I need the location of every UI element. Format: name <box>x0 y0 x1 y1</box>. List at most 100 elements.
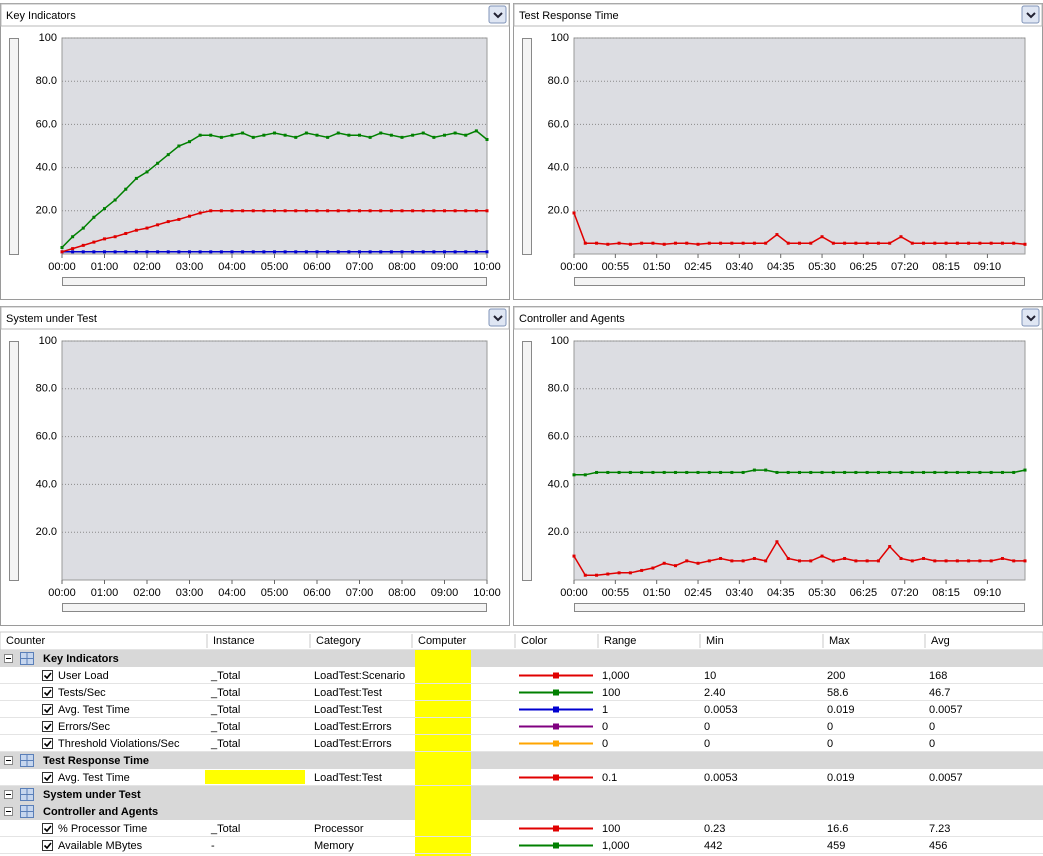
x-tick-label: 02:45 <box>684 587 712 599</box>
data-point <box>730 470 734 474</box>
data-point <box>134 176 138 180</box>
redacted-computer <box>415 803 471 820</box>
x-tick-label: 08:15 <box>932 587 960 599</box>
data-point <box>60 250 64 254</box>
horizontal-scrollbar[interactable] <box>62 603 487 612</box>
data-point <box>379 131 383 135</box>
data-point <box>606 572 610 576</box>
data-point <box>251 135 255 139</box>
data-point <box>209 209 213 213</box>
cell-max: 200 <box>827 670 845 682</box>
dropdown-button[interactable] <box>1021 308 1040 327</box>
dropdown-button[interactable] <box>488 308 507 327</box>
data-point <box>685 241 689 245</box>
data-point <box>741 559 745 563</box>
dropdown-button[interactable] <box>1021 5 1040 24</box>
color-swatch-marker <box>553 825 559 832</box>
cell-counter: Avg. Test Time <box>58 772 130 784</box>
data-point <box>809 559 813 563</box>
data-point <box>719 556 723 560</box>
vertical-slider[interactable] <box>522 341 532 581</box>
data-point <box>673 470 677 474</box>
data-point <box>843 241 847 245</box>
data-point <box>595 573 599 577</box>
vertical-slider[interactable] <box>9 38 19 255</box>
data-point <box>1012 241 1016 245</box>
cell-category: LoadTest:Test <box>314 704 382 716</box>
vertical-slider[interactable] <box>9 341 19 581</box>
checkbox[interactable] <box>42 704 53 715</box>
data-point <box>432 209 436 213</box>
data-point <box>273 250 276 254</box>
data-point <box>336 250 340 254</box>
data-point <box>719 241 723 245</box>
y-tick-label: 80.0 <box>548 383 569 395</box>
data-point <box>389 209 393 213</box>
y-tick-label: 60.0 <box>36 118 57 130</box>
horizontal-scrollbar[interactable] <box>62 277 487 286</box>
data-point <box>379 209 383 213</box>
y-tick-label: 20.0 <box>548 205 569 217</box>
data-point <box>651 566 655 570</box>
horizontal-scrollbar[interactable] <box>574 277 1025 286</box>
data-point <box>831 559 835 563</box>
data-point <box>764 241 768 245</box>
vertical-slider[interactable] <box>522 38 532 255</box>
cell-counter: Errors/Sec <box>58 721 110 733</box>
data-point <box>103 237 106 241</box>
checkbox[interactable] <box>42 772 53 783</box>
horizontal-scrollbar[interactable] <box>574 603 1025 612</box>
cell-avg: 0 <box>929 738 935 750</box>
data-point <box>389 250 393 254</box>
data-point <box>241 131 245 135</box>
data-point <box>368 135 372 139</box>
cell-min: 0.0053 <box>704 772 738 784</box>
y-tick-label: 100 <box>39 335 57 347</box>
checkbox[interactable] <box>42 670 53 681</box>
data-point <box>347 209 351 213</box>
data-point <box>640 241 644 245</box>
data-point <box>262 209 266 213</box>
data-point <box>326 250 330 254</box>
data-point <box>572 473 576 477</box>
data-point <box>944 559 948 563</box>
data-point <box>865 241 869 245</box>
data-point <box>453 250 457 254</box>
data-point <box>752 468 756 472</box>
group-name: Controller and Agents <box>43 806 158 818</box>
data-point <box>843 470 847 474</box>
dropdown-button[interactable] <box>488 5 507 24</box>
data-point <box>304 250 308 254</box>
cell-range: 100 <box>602 687 620 699</box>
cell-range: 0 <box>602 721 608 733</box>
data-point <box>955 241 959 245</box>
data-point <box>640 470 644 474</box>
data-point <box>1000 556 1004 560</box>
data-point <box>113 250 117 254</box>
data-point <box>262 250 266 254</box>
data-point <box>188 214 191 218</box>
checkbox[interactable] <box>42 823 53 834</box>
cell-category: LoadTest:Errors <box>314 738 392 750</box>
data-point <box>617 571 621 575</box>
checkbox[interactable] <box>42 687 53 698</box>
data-point <box>368 250 372 254</box>
checkbox[interactable] <box>42 840 53 851</box>
data-point <box>843 556 847 560</box>
x-tick-label: 09:00 <box>431 261 459 273</box>
cell-max: 459 <box>827 840 845 852</box>
x-tick-label: 03:40 <box>726 587 754 599</box>
data-point <box>933 559 937 563</box>
data-point <box>294 209 298 213</box>
cell-max: 16.6 <box>827 823 848 835</box>
plot-area <box>61 37 488 255</box>
y-tick-label: 100 <box>551 32 569 44</box>
cell-category: LoadTest:Test <box>314 772 382 784</box>
data-point <box>798 241 801 245</box>
cell-range: 0 <box>602 738 608 750</box>
checkbox[interactable] <box>42 721 53 732</box>
checkbox[interactable] <box>42 738 53 749</box>
cell-range: 0.1 <box>602 772 617 784</box>
data-point <box>854 470 858 474</box>
